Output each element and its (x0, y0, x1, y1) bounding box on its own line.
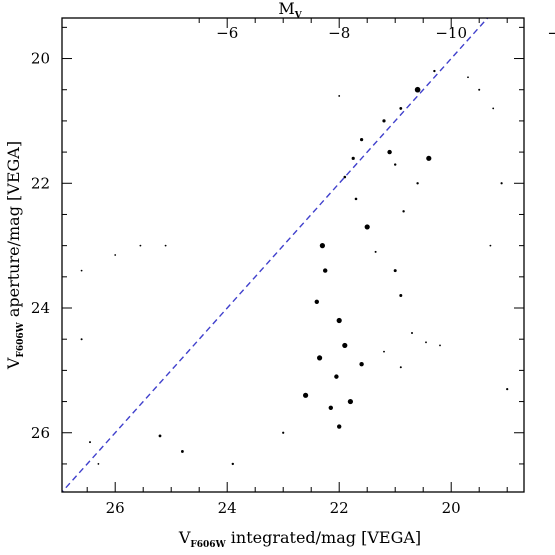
data-point (319, 243, 325, 249)
data-point (158, 434, 162, 438)
x-tick-label: 20 (442, 499, 461, 517)
data-point (338, 95, 341, 97)
top-axis-label: MV (278, 0, 302, 21)
x-tick-label: 26 (106, 499, 125, 517)
data-point (414, 86, 421, 93)
x-tick-label: 24 (218, 499, 237, 517)
top-axis-tick-label: −6 (216, 24, 238, 42)
data-point (399, 366, 402, 369)
data-point (80, 338, 83, 341)
data-point (402, 210, 405, 213)
plot-frame (61, 17, 525, 493)
one-to-one-line (62, 18, 489, 492)
data-point (231, 462, 234, 466)
data-point (347, 398, 353, 405)
data-point (164, 244, 167, 247)
data-point (382, 119, 386, 123)
y-axis-label: VF606W aperture/mag [VEGA] (4, 141, 26, 370)
data-point (343, 175, 347, 179)
data-point (328, 405, 333, 411)
data-point (374, 250, 377, 253)
data-point (500, 182, 503, 185)
data-point (467, 76, 469, 79)
data-point (342, 342, 348, 349)
data-point (416, 182, 419, 185)
x-axis-label: VF606W integrated/mag [VEGA] (178, 528, 421, 550)
top-axis-tick-label: −12 (547, 24, 555, 42)
data-point (336, 317, 342, 324)
data-point (303, 392, 309, 398)
data-point (317, 355, 323, 361)
data-point (139, 244, 142, 247)
data-point (351, 156, 355, 160)
y-tick-label: 26 (31, 424, 50, 442)
y-tick-label: 20 (31, 50, 50, 68)
axis-ticks (62, 18, 524, 492)
data-point (399, 294, 403, 298)
data-point (80, 269, 83, 272)
data-point (506, 387, 509, 391)
data-point (359, 361, 364, 367)
data-point (354, 197, 358, 201)
data-point (492, 107, 495, 110)
top-axis-tick-label: −8 (328, 24, 350, 42)
data-point (439, 344, 441, 347)
data-point (387, 149, 392, 155)
data-point (399, 107, 403, 110)
data-point (489, 244, 492, 247)
data-point (282, 431, 285, 434)
y-tick-label: 22 (31, 174, 50, 192)
data-point (334, 374, 339, 379)
data-point (478, 88, 481, 91)
data-point (114, 254, 117, 256)
data-point (314, 299, 319, 304)
data-point (426, 155, 432, 161)
data-point (181, 450, 184, 453)
data-point (360, 138, 364, 142)
data-point (393, 269, 397, 273)
data-point (394, 163, 397, 166)
top-axis-tick-label: −10 (435, 24, 467, 42)
data-point (364, 224, 370, 230)
x-tick-label: 22 (330, 499, 349, 517)
data-point (383, 350, 385, 353)
data-point (89, 441, 91, 444)
data-point (433, 69, 436, 73)
data-points (80, 69, 509, 466)
y-tick-label: 24 (31, 299, 50, 317)
data-point (323, 268, 328, 273)
data-point (337, 424, 342, 429)
data-point (425, 341, 427, 344)
data-point (97, 463, 100, 465)
data-point (411, 331, 413, 334)
